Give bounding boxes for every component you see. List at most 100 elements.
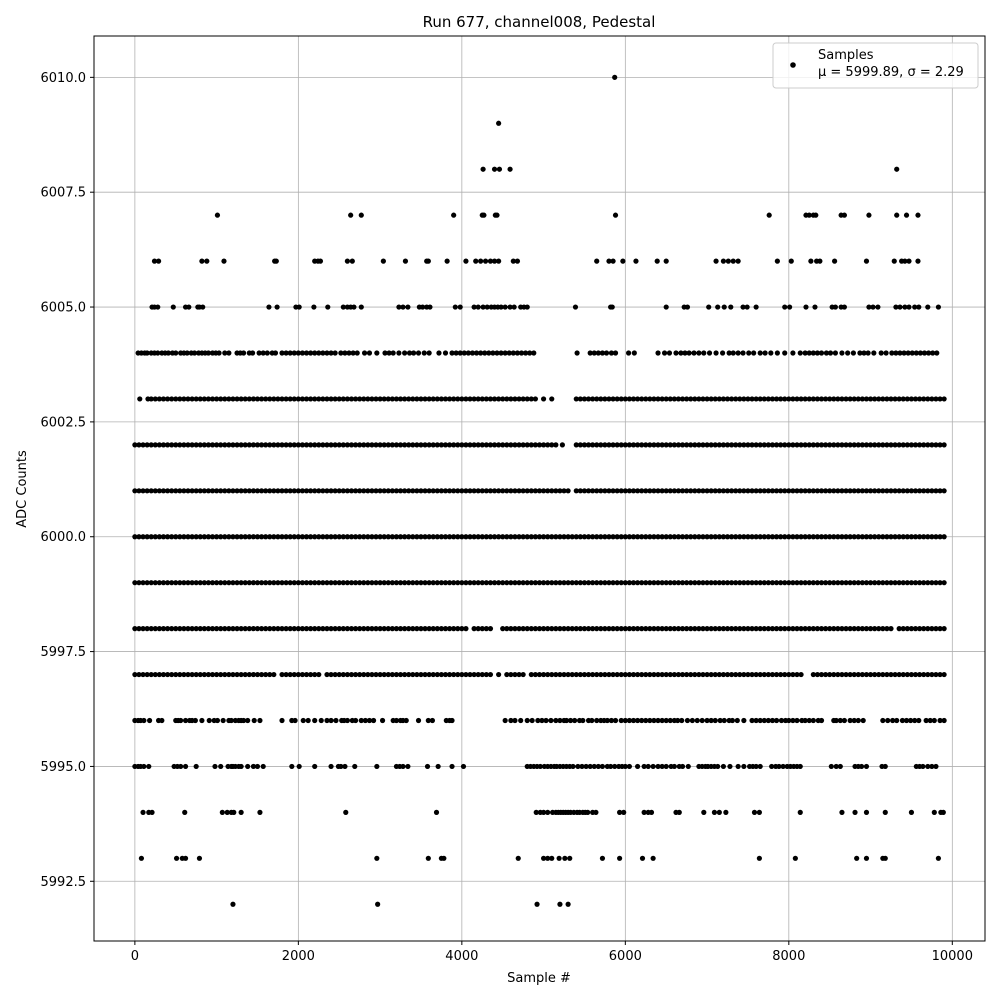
data-point — [463, 396, 469, 402]
data-point — [585, 580, 592, 586]
data-point — [532, 488, 539, 494]
data-point — [880, 488, 886, 494]
data-point — [899, 717, 906, 724]
data-point — [581, 488, 588, 494]
data-point — [921, 442, 927, 448]
data-point — [140, 671, 146, 678]
data-point — [199, 717, 205, 724]
data-point — [786, 396, 792, 402]
data-point — [357, 580, 363, 586]
data-point — [921, 626, 927, 632]
data-point — [418, 671, 424, 678]
data-point — [228, 717, 234, 724]
data-point — [549, 396, 555, 402]
data-point — [516, 626, 522, 632]
data-point — [324, 396, 330, 402]
data-point — [516, 671, 522, 678]
data-point — [189, 534, 195, 540]
data-point — [831, 442, 837, 448]
data-point — [851, 488, 857, 494]
data-point — [369, 442, 375, 448]
data-point — [393, 717, 400, 724]
data-point — [324, 350, 330, 356]
data-point — [193, 580, 199, 586]
data-point — [921, 488, 927, 494]
data-point — [473, 350, 480, 356]
data-point — [308, 671, 314, 678]
data-point — [471, 304, 477, 310]
data-point — [855, 580, 861, 586]
data-point — [182, 809, 188, 815]
data-point — [610, 626, 616, 632]
data-point — [912, 671, 919, 678]
data-point — [827, 671, 833, 678]
data-point — [512, 580, 518, 586]
data-point — [917, 396, 923, 402]
data-point — [406, 442, 412, 448]
data-point — [561, 580, 567, 586]
data-point — [471, 626, 477, 632]
data-point — [684, 442, 690, 448]
data-point — [435, 763, 441, 770]
data-point — [790, 717, 796, 724]
data-point — [696, 671, 702, 678]
data-point — [663, 534, 669, 540]
data-point — [904, 580, 910, 586]
data-point — [402, 626, 408, 632]
data-point — [761, 396, 767, 402]
data-point — [438, 396, 445, 402]
data-point — [891, 258, 897, 264]
data-point — [520, 442, 526, 448]
data-point — [908, 534, 915, 540]
data-point — [931, 809, 937, 815]
data-point — [866, 212, 872, 218]
data-point — [545, 580, 551, 586]
data-point — [659, 396, 665, 402]
data-point — [381, 671, 387, 678]
data-point — [352, 580, 359, 586]
data-point — [325, 304, 331, 310]
data-point — [332, 350, 338, 356]
data-point — [590, 396, 596, 402]
data-point — [303, 580, 310, 586]
data-point — [254, 626, 261, 632]
y-tick-label: 6005.0 — [41, 301, 87, 316]
data-point — [581, 671, 588, 678]
data-point — [524, 396, 530, 402]
data-point — [452, 304, 458, 310]
data-point — [328, 396, 334, 402]
data-point — [614, 580, 620, 586]
data-point — [929, 763, 935, 770]
data-point — [599, 855, 606, 861]
data-point — [925, 626, 931, 632]
data-point — [724, 626, 731, 632]
data-point — [630, 396, 637, 402]
data-point — [291, 442, 297, 448]
data-point — [598, 488, 604, 494]
data-point — [847, 671, 853, 678]
data-point — [152, 534, 158, 540]
data-point — [205, 626, 212, 632]
data-point — [798, 534, 804, 540]
data-point — [823, 580, 829, 586]
data-point — [827, 534, 833, 540]
data-point — [533, 809, 539, 815]
data-point — [442, 488, 449, 494]
data-point — [933, 534, 939, 540]
data-point — [900, 396, 906, 402]
data-point — [897, 350, 903, 356]
data-point — [843, 626, 849, 632]
data-point — [622, 671, 628, 678]
data-point — [933, 442, 939, 448]
data-point — [622, 442, 628, 448]
data-point — [275, 626, 281, 632]
data-point — [414, 671, 420, 678]
data-point — [152, 626, 158, 632]
data-point — [851, 396, 857, 402]
data-point — [481, 212, 487, 218]
data-point — [634, 626, 641, 632]
legend: Samples μ = 5999.89, σ = 2.29 — [772, 42, 979, 89]
data-point — [426, 442, 432, 448]
data-point — [757, 580, 763, 586]
data-point — [857, 350, 863, 356]
